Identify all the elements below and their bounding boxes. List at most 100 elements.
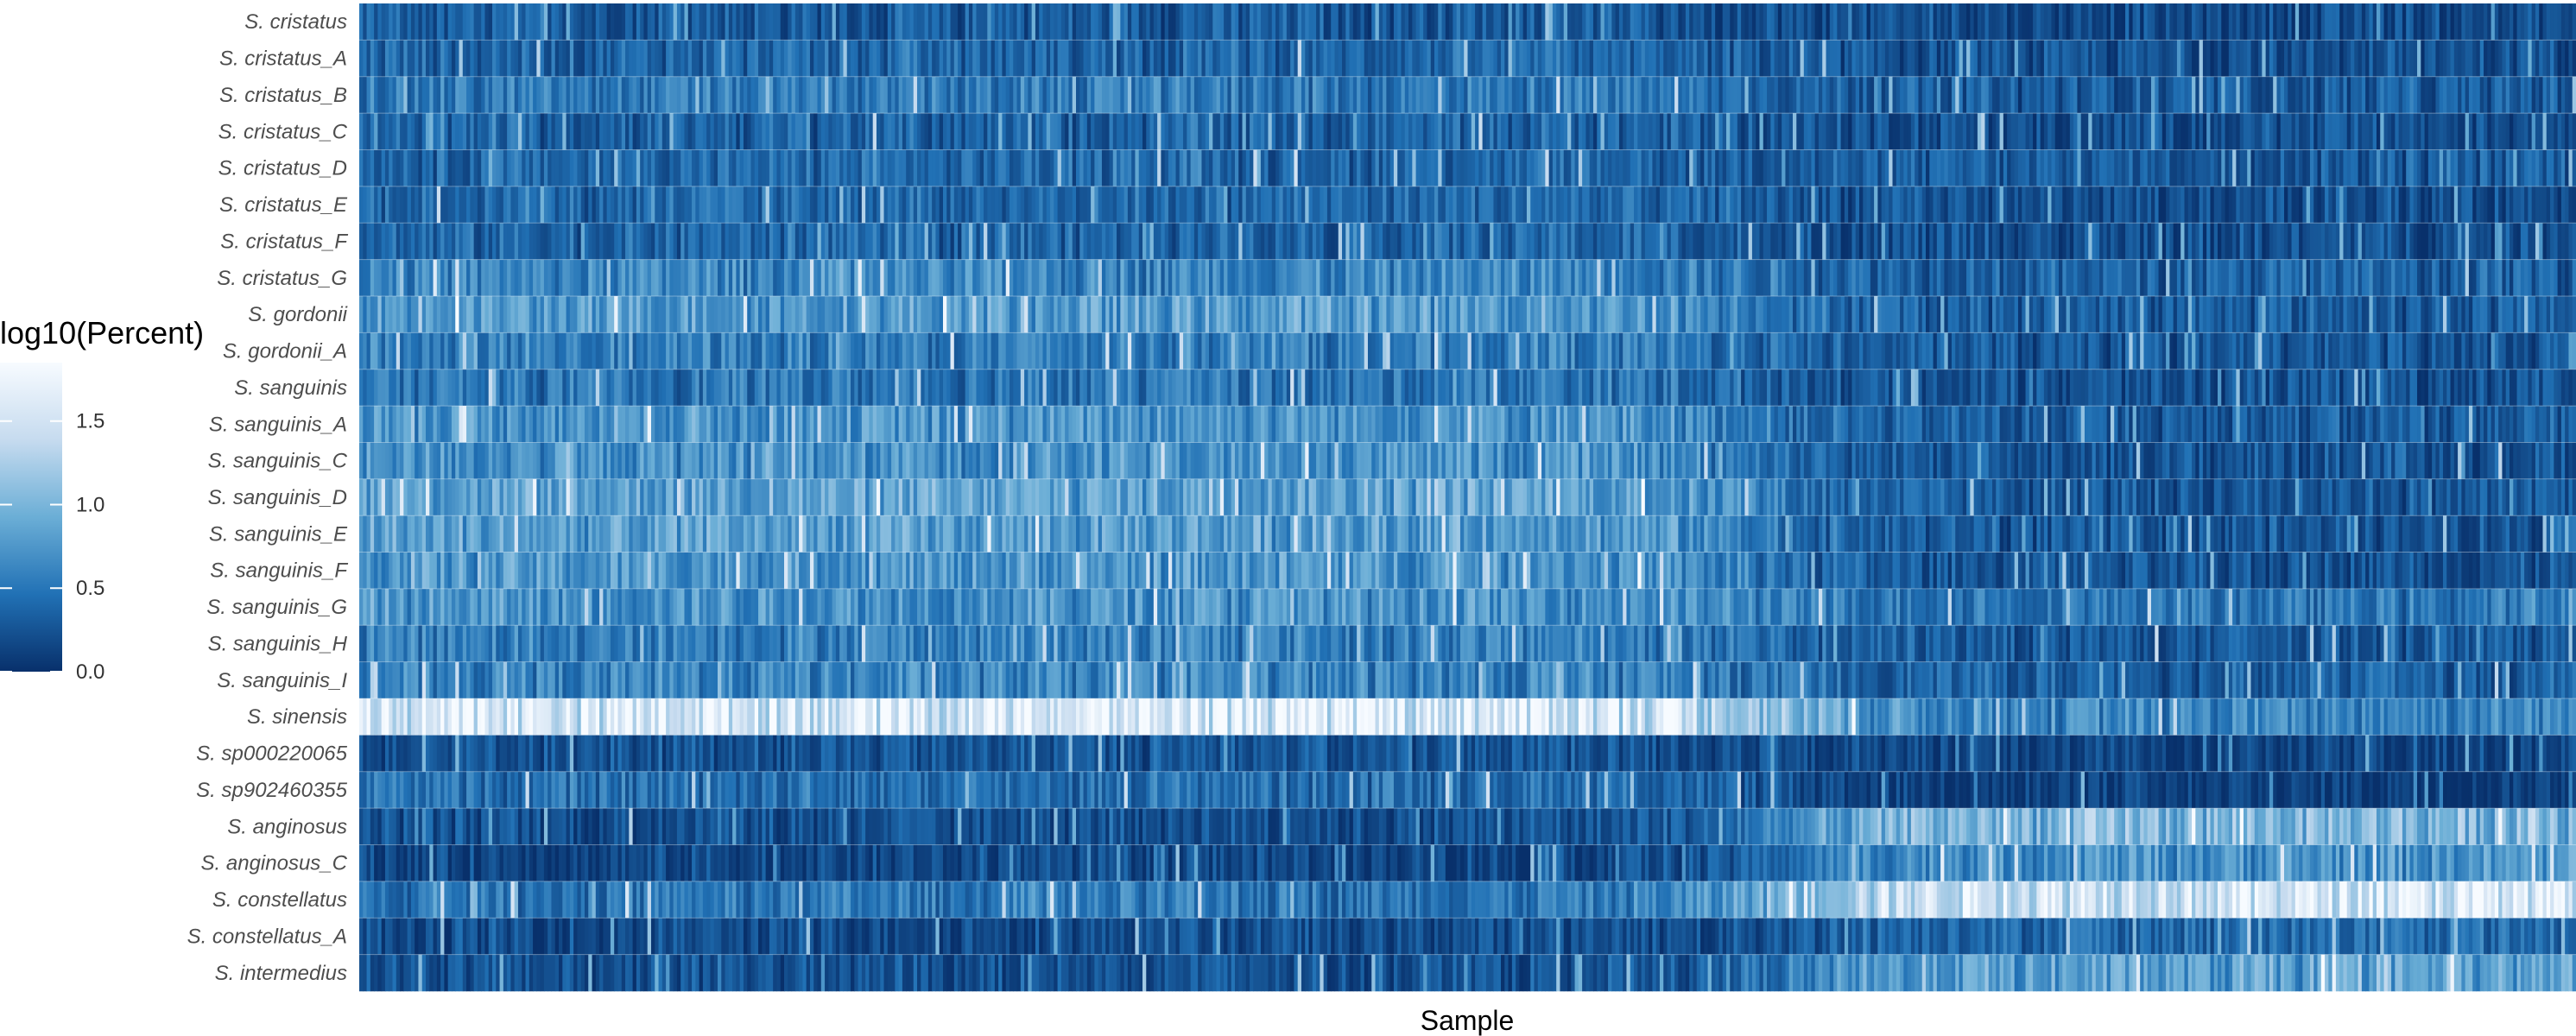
heatmap-cell — [2054, 3, 2060, 41]
heatmap-cell — [2033, 223, 2037, 260]
heatmap-cell — [2258, 259, 2263, 297]
heatmap-cell — [1383, 40, 1387, 78]
heatmap-cell — [1618, 3, 1623, 41]
heatmap-cell — [758, 76, 763, 114]
heatmap-cell — [1641, 76, 1646, 114]
heatmap-cell — [2155, 259, 2160, 297]
heatmap-cell — [2439, 259, 2444, 297]
heatmap-cell — [780, 295, 785, 333]
heatmap-cell — [1205, 76, 1210, 114]
heatmap-cell — [1349, 186, 1354, 224]
heatmap-cell — [895, 3, 900, 41]
heatmap-cell — [1497, 76, 1502, 114]
heatmap-cell — [1260, 3, 1265, 41]
heatmap-cell — [540, 76, 545, 114]
heatmap-cell — [610, 223, 615, 260]
heatmap-cell — [702, 186, 707, 224]
heatmap-cell — [459, 223, 464, 260]
heatmap-cell — [1874, 76, 1878, 114]
heatmap-cell — [2066, 3, 2071, 41]
heatmap-cell — [2339, 3, 2345, 41]
heatmap-cell — [1592, 3, 1598, 41]
heatmap-cell — [533, 223, 537, 260]
heatmap-cell — [1996, 186, 2001, 224]
heatmap-cell — [592, 3, 597, 41]
heatmap-cell — [1537, 3, 1542, 41]
heatmap-cell — [2106, 186, 2111, 224]
heatmap-cell — [1028, 149, 1033, 187]
heatmap-cell — [1478, 223, 1484, 260]
heatmap-cell — [1770, 223, 1775, 260]
heatmap-cell — [1135, 76, 1140, 114]
heatmap-cell — [953, 295, 959, 333]
heatmap-cell — [1260, 186, 1265, 224]
heatmap-cell — [2176, 259, 2181, 297]
heatmap-cell — [2187, 76, 2193, 114]
heatmap-cell — [1423, 223, 1428, 260]
heatmap-cell — [1175, 76, 1180, 114]
heatmap-cell — [2184, 259, 2189, 297]
heatmap-cell — [1427, 3, 1432, 41]
heatmap-cell — [2568, 3, 2573, 41]
heatmap-cell — [1973, 113, 1978, 150]
heatmap-cell — [2432, 76, 2437, 114]
heatmap-cell — [592, 40, 597, 78]
heatmap-cell — [2554, 76, 2559, 114]
heatmap-cell — [436, 76, 441, 114]
heatmap-cell — [2221, 3, 2226, 41]
heatmap-cell — [950, 76, 955, 114]
heatmap-cell — [1944, 259, 1949, 297]
heatmap-cell — [1996, 3, 2001, 41]
heatmap-cell — [1722, 76, 1727, 114]
heatmap-cell — [595, 186, 600, 224]
heatmap-cell — [1279, 113, 1284, 150]
heatmap-cell — [2317, 259, 2322, 297]
heatmap-cell — [832, 149, 837, 187]
heatmap-cell — [2509, 76, 2514, 114]
heatmap-cell — [2247, 223, 2252, 260]
heatmap-cell — [1537, 149, 1542, 187]
heatmap-cell — [1866, 40, 1871, 78]
heatmap-cell — [891, 149, 896, 187]
heatmap-cell — [1338, 223, 1343, 260]
heatmap-cell — [418, 40, 423, 78]
heatmap-cell — [861, 40, 866, 78]
heatmap-cell — [2528, 259, 2533, 297]
heatmap-cell — [1966, 259, 1971, 297]
heatmap-cell — [1663, 113, 1668, 150]
heatmap-cell — [1999, 113, 2004, 150]
heatmap-cell — [1256, 223, 1262, 260]
heatmap-cell — [459, 259, 464, 297]
heatmap-cell — [1386, 3, 1391, 41]
heatmap-cell — [396, 40, 401, 78]
heatmap-cell — [2402, 149, 2407, 187]
heatmap-cell — [2136, 149, 2141, 187]
heatmap-cell — [2258, 3, 2263, 41]
heatmap-cell — [1404, 186, 1409, 224]
heatmap-cell — [647, 295, 652, 333]
heatmap-cell — [1800, 3, 1805, 41]
heatmap-cell — [725, 113, 730, 150]
heatmap-cell — [942, 223, 947, 260]
heatmap-cell — [2218, 149, 2222, 187]
heatmap-cell — [865, 186, 870, 224]
heatmap-cell — [1814, 259, 1820, 297]
heatmap-cell — [2306, 40, 2311, 78]
heatmap-cell — [1153, 149, 1158, 187]
heatmap-cell — [2387, 76, 2392, 114]
heatmap-cell — [1357, 223, 1362, 260]
heatmap-cell — [1696, 3, 1701, 41]
heatmap-cell — [1655, 76, 1661, 114]
heatmap-cell — [514, 40, 519, 78]
heatmap-cell — [381, 186, 386, 224]
heatmap-cell — [939, 113, 944, 150]
heatmap-cell — [872, 149, 877, 187]
heatmap-cell — [865, 149, 870, 187]
heatmap-cell — [858, 113, 863, 150]
heatmap-cell — [1201, 76, 1206, 114]
heatmap-cell — [1877, 40, 1883, 78]
heatmap-cell — [650, 186, 655, 224]
heatmap-cell — [1811, 3, 1816, 41]
heatmap-cell — [835, 76, 840, 114]
heatmap-cell — [1988, 149, 1993, 187]
